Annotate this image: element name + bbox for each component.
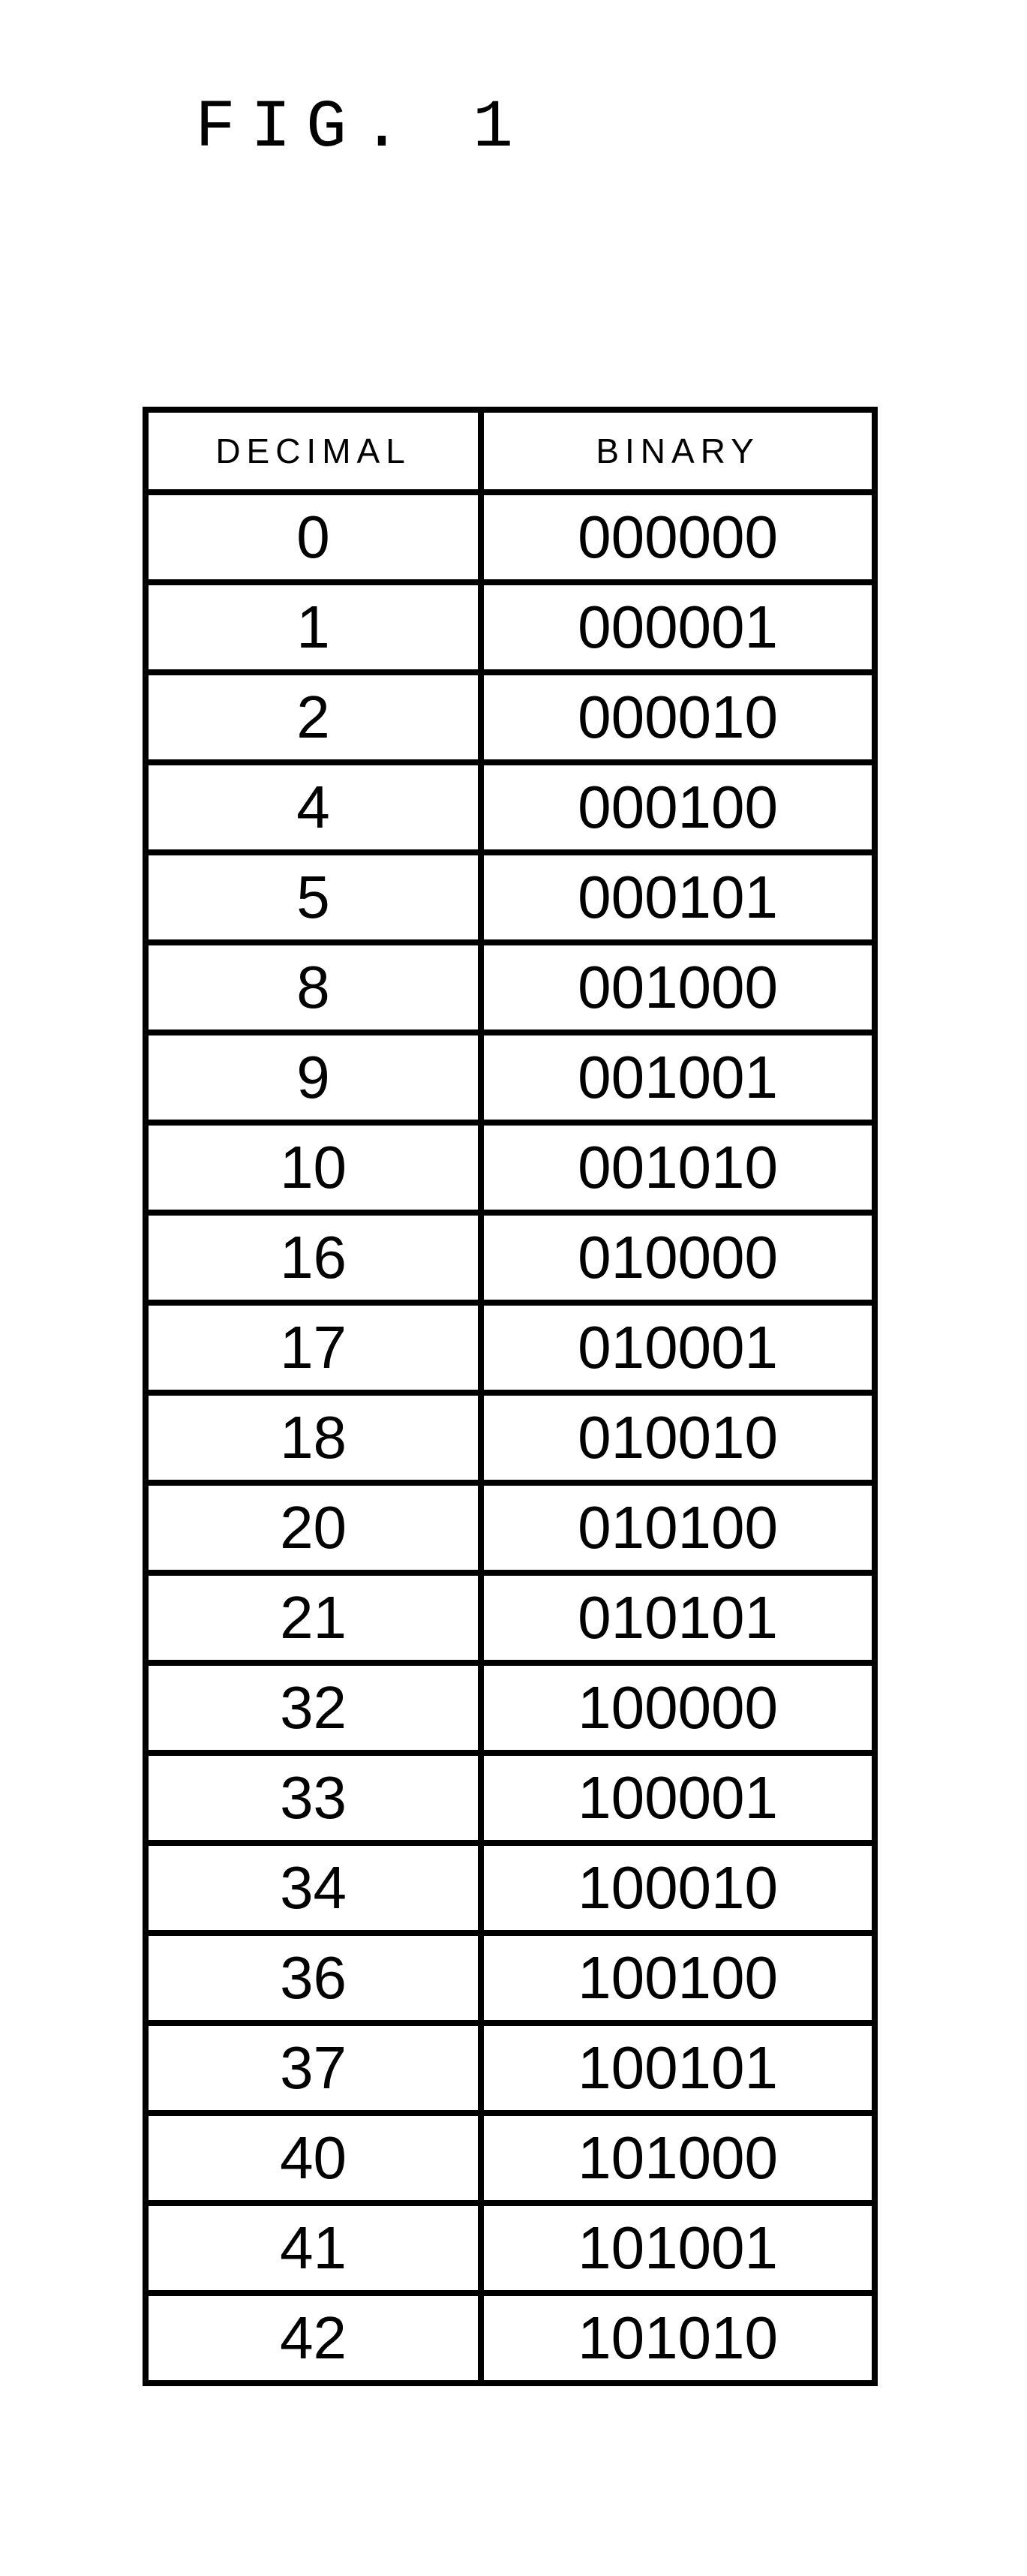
cell-binary: 100101 bbox=[481, 2023, 875, 2113]
cell-decimal: 37 bbox=[146, 2023, 481, 2113]
table-row: 4 000100 bbox=[146, 762, 875, 852]
page: FIG. 1 DECIMAL BINARY 0 000000 1 000001 bbox=[0, 0, 1027, 2386]
table-header-row: DECIMAL BINARY bbox=[146, 410, 875, 492]
cell-decimal: 9 bbox=[146, 1033, 481, 1123]
table-row: 1 000001 bbox=[146, 582, 875, 672]
table-container: DECIMAL BINARY 0 000000 1 000001 2 00001… bbox=[143, 407, 878, 2386]
table-row: 20 010100 bbox=[146, 1483, 875, 1573]
cell-decimal: 8 bbox=[146, 942, 481, 1033]
table-row: 32 100000 bbox=[146, 1663, 875, 1753]
table-row: 8 001000 bbox=[146, 942, 875, 1033]
cell-binary: 101000 bbox=[481, 2113, 875, 2203]
cell-decimal: 32 bbox=[146, 1663, 481, 1753]
cell-decimal: 21 bbox=[146, 1573, 481, 1663]
cell-decimal: 5 bbox=[146, 852, 481, 942]
cell-binary: 001001 bbox=[481, 1033, 875, 1123]
table-row: 37 100101 bbox=[146, 2023, 875, 2113]
table-row: 21 010101 bbox=[146, 1573, 875, 1663]
cell-decimal: 0 bbox=[146, 492, 481, 582]
table-row: 42 101010 bbox=[146, 2293, 875, 2383]
cell-binary: 101001 bbox=[481, 2203, 875, 2293]
cell-binary: 000010 bbox=[481, 672, 875, 762]
table-row: 18 010010 bbox=[146, 1393, 875, 1483]
table-row: 16 010000 bbox=[146, 1213, 875, 1303]
cell-binary: 101010 bbox=[481, 2293, 875, 2383]
table-body: 0 000000 1 000001 2 000010 4 000100 5 bbox=[146, 492, 875, 2383]
column-header-binary: BINARY bbox=[481, 410, 875, 492]
cell-decimal: 42 bbox=[146, 2293, 481, 2383]
table-row: 41 101001 bbox=[146, 2203, 875, 2293]
cell-binary: 100010 bbox=[481, 1843, 875, 1933]
cell-binary: 010000 bbox=[481, 1213, 875, 1303]
table-row: 10 001010 bbox=[146, 1123, 875, 1213]
cell-binary: 001010 bbox=[481, 1123, 875, 1213]
table-row: 9 001001 bbox=[146, 1033, 875, 1123]
cell-decimal: 10 bbox=[146, 1123, 481, 1213]
cell-decimal: 40 bbox=[146, 2113, 481, 2203]
cell-binary: 010001 bbox=[481, 1303, 875, 1393]
figure-title: FIG. 1 bbox=[195, 90, 1027, 167]
cell-decimal: 36 bbox=[146, 1933, 481, 2023]
table-row: 0 000000 bbox=[146, 492, 875, 582]
table-row: 34 100010 bbox=[146, 1843, 875, 1933]
cell-decimal: 2 bbox=[146, 672, 481, 762]
cell-binary: 000100 bbox=[481, 762, 875, 852]
cell-decimal: 20 bbox=[146, 1483, 481, 1573]
cell-binary: 001000 bbox=[481, 942, 875, 1033]
cell-decimal: 41 bbox=[146, 2203, 481, 2293]
cell-binary: 100001 bbox=[481, 1753, 875, 1843]
cell-decimal: 4 bbox=[146, 762, 481, 852]
cell-decimal: 33 bbox=[146, 1753, 481, 1843]
cell-decimal: 18 bbox=[146, 1393, 481, 1483]
cell-binary: 100000 bbox=[481, 1663, 875, 1753]
table-row: 33 100001 bbox=[146, 1753, 875, 1843]
cell-binary: 000000 bbox=[481, 492, 875, 582]
table-row: 2 000010 bbox=[146, 672, 875, 762]
cell-binary: 100100 bbox=[481, 1933, 875, 2023]
table-head: DECIMAL BINARY bbox=[146, 410, 875, 492]
cell-decimal: 17 bbox=[146, 1303, 481, 1393]
cell-decimal: 34 bbox=[146, 1843, 481, 1933]
table-row: 5 000101 bbox=[146, 852, 875, 942]
cell-binary: 000101 bbox=[481, 852, 875, 942]
cell-decimal: 1 bbox=[146, 582, 481, 672]
decimal-binary-table: DECIMAL BINARY 0 000000 1 000001 2 00001… bbox=[143, 407, 878, 2386]
cell-binary: 000001 bbox=[481, 582, 875, 672]
table-row: 40 101000 bbox=[146, 2113, 875, 2203]
cell-binary: 010101 bbox=[481, 1573, 875, 1663]
cell-binary: 010100 bbox=[481, 1483, 875, 1573]
column-header-decimal: DECIMAL bbox=[146, 410, 481, 492]
table-row: 17 010001 bbox=[146, 1303, 875, 1393]
cell-binary: 010010 bbox=[481, 1393, 875, 1483]
table-row: 36 100100 bbox=[146, 1933, 875, 2023]
cell-decimal: 16 bbox=[146, 1213, 481, 1303]
